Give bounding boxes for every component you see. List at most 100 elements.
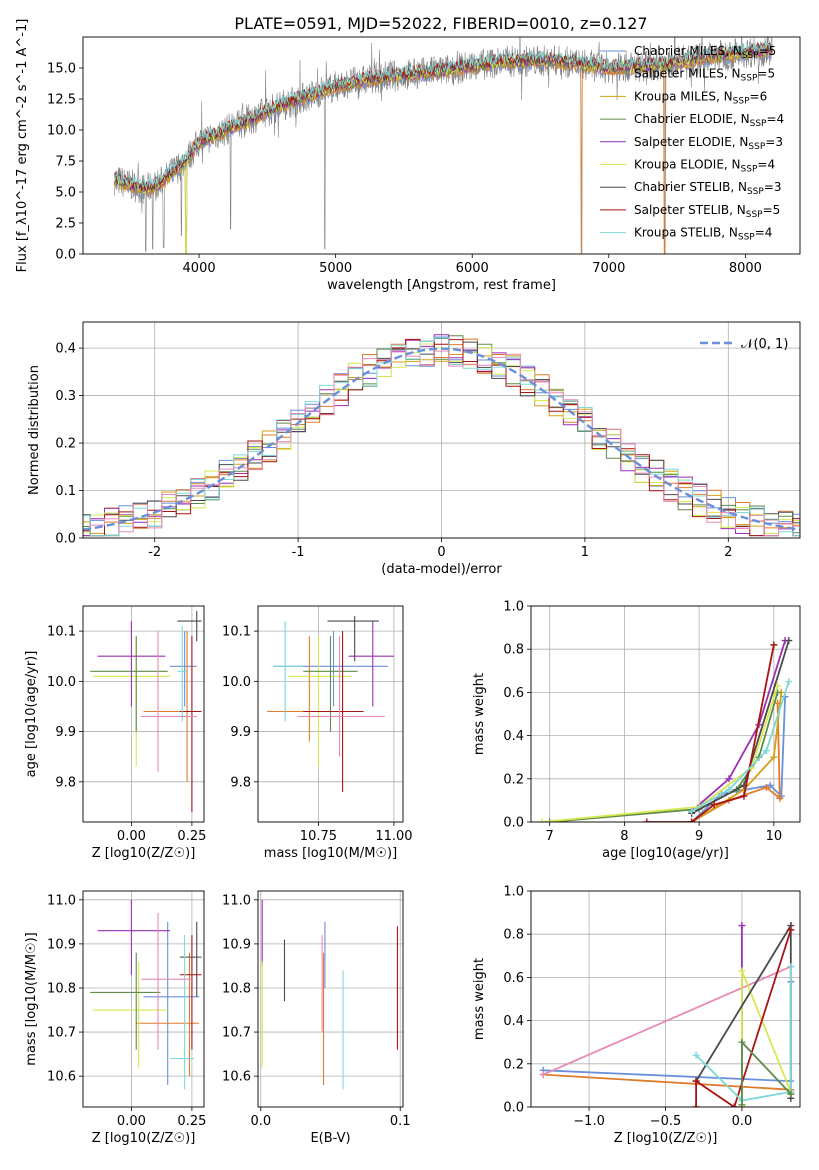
plus-marker	[738, 1101, 746, 1107]
massweight-line-salpeter-miles	[543, 1073, 792, 1094]
plus-marker	[692, 1103, 700, 1107]
massweight-line-kroupa-stelib	[691, 681, 790, 812]
y-axis-label: mass [log10(M/M☉)]	[24, 932, 39, 1065]
y-axis-label: age [log10(age/yr)]	[24, 651, 39, 778]
histogram-pink	[83, 350, 800, 537]
plus-marker	[740, 792, 748, 800]
x-tick-label: -2	[148, 545, 161, 560]
axes-frame	[530, 605, 801, 823]
plus-marker	[762, 783, 770, 791]
errorbar-point	[179, 921, 202, 997]
y-tick-label: 10.1	[47, 625, 76, 640]
y-tick-label: 12.5	[47, 93, 76, 108]
plus-marker	[539, 1071, 547, 1079]
model-line-salpeter-stelib	[114, 42, 773, 191]
figure-title: PLATE=0591, MJD=52022, FIBERID=0010, z=0…	[234, 14, 647, 33]
x-tick-label: 2	[724, 545, 732, 560]
axes-frame	[257, 605, 404, 823]
y-tick-label: 1.0	[503, 600, 524, 615]
plus-marker	[692, 1051, 700, 1059]
y-tick-label: 0.1	[55, 484, 76, 499]
y-tick-label: 0.4	[55, 342, 76, 357]
histogram-salpeter-miles	[83, 338, 800, 537]
plus-marker	[787, 926, 795, 934]
legend-entry: Salpeter ELODIE, NSSP=3	[634, 135, 783, 152]
y-tick-label: 10.6	[222, 1070, 251, 1085]
y-tick-label: 0.3	[55, 389, 76, 404]
errorbar-point	[327, 616, 379, 662]
plus-marker	[725, 786, 733, 794]
massweight-vs-age-panel: 7 8 9 10 0.0 0.2 0.4 0.6 0.8 1.0 age [log10(age/yr…	[472, 600, 801, 861]
y-tick-label: 10.0	[222, 675, 251, 690]
x-axis-label: age [log10(age/yr)]	[602, 846, 729, 861]
massweight-line-chabrier-elodie	[549, 692, 779, 822]
x-tick-label: 9	[695, 829, 703, 844]
errorbar-point	[143, 921, 200, 1085]
y-tick-label: 0.6	[503, 686, 524, 701]
y-axis-label: Flux [f_λ10^-17 erg cm^-2 s^-1 A^-1]	[15, 19, 30, 273]
y-tick-label: 0.6	[503, 971, 524, 986]
y-tick-label: 10.9	[47, 937, 76, 952]
age-vs-mass-panel: 10.75 11.00 9.8 9.9 10.0 10.1 mass [log10(M/M☉…	[222, 605, 413, 861]
x-tick-label: 10.75	[300, 829, 337, 844]
plus-marker	[787, 963, 795, 971]
massweight-line-salpeter-elodie	[691, 640, 786, 812]
errorbar-point	[177, 626, 188, 722]
errorbar-point	[143, 631, 200, 782]
y-tick-label: 15.0	[47, 62, 76, 77]
massweight-line-salpeter-stelib	[695, 929, 792, 1107]
x-axis-label: wavelength [Angstrom, rest frame]	[327, 278, 556, 293]
errorbar-point	[170, 631, 197, 707]
x-tick-label: 8	[620, 829, 628, 844]
x-axis-label: mass [log10(M/M☉)]	[264, 846, 397, 861]
axes-frame	[82, 605, 205, 823]
x-tick-label: −1.0	[573, 1114, 605, 1129]
legend-entry: Kroupa ELODIE, NSSP=4	[634, 158, 775, 175]
y-tick-label: 11.0	[222, 893, 251, 908]
x-axis-label: Z [log10(Z/Z☉)]	[92, 846, 196, 861]
errorbar-point	[92, 961, 168, 1068]
y-tick-label: 10.7	[222, 1026, 251, 1041]
errorbar-point	[97, 899, 171, 975]
y-axis-label: Normed distribution	[27, 365, 42, 495]
x-axis-label: E(B-V)	[310, 1131, 350, 1146]
plus-marker	[785, 678, 793, 686]
legend-entry: Chabrier STELIB, NSSP=3	[634, 180, 782, 197]
y-tick-label: 0.4	[503, 1014, 524, 1029]
y-tick-label: 0.2	[55, 437, 76, 452]
plus-marker	[770, 753, 778, 761]
spectrum-panel: 4000 5000 6000 7000 8000 0.0 2.5 5.0 7.5 10.0 12.5…	[15, 19, 801, 293]
y-tick-label: 9.9	[55, 725, 76, 740]
y-tick-label: 5.0	[55, 186, 76, 201]
plus-marker	[787, 1090, 795, 1098]
y-tick-label: 7.5	[55, 155, 76, 170]
plus-marker	[766, 781, 774, 789]
y-tick-label: 10.7	[47, 1026, 76, 1041]
legend-entry: Salpeter STELIB, NSSP=5	[634, 203, 780, 220]
x-tick-label: 11.00	[375, 829, 412, 844]
massweight-line-chabrier-miles	[543, 981, 792, 1083]
massweight-vs-metallicity-panel: −1.0 −0.5 0.0 0.0 0.2 0.4 0.6 0.8 1.0 Z [log10(Z/…	[472, 885, 801, 1146]
x-axis-label: Z [log10(Z/Z☉)]	[92, 1131, 196, 1146]
y-tick-label: 1.0	[503, 885, 524, 900]
plus-marker	[546, 818, 554, 822]
errorbar-point	[267, 636, 340, 742]
plus-marker	[785, 637, 793, 645]
plus-marker	[710, 801, 718, 809]
plus-marker	[776, 794, 784, 802]
massweight-line-kroupa-miles	[691, 692, 783, 822]
legend-entry: Salpeter MILES, NSSP=5	[634, 67, 775, 84]
x-tick-label: 4000	[183, 261, 216, 276]
x-tick-label: 7	[546, 829, 554, 844]
y-tick-label: 0.2	[503, 1057, 524, 1072]
x-tick-label: 0.25	[177, 1114, 206, 1129]
y-tick-label: 10.1	[222, 625, 251, 640]
errorbar-point	[179, 935, 202, 1050]
axes-frame	[82, 36, 801, 255]
errorbar-point	[136, 952, 200, 1077]
plus-marker	[692, 1077, 700, 1085]
x-axis-label: Z [log10(Z/Z☉)]	[614, 1131, 718, 1146]
age-vs-metallicity-panel: 0.00 0.25 9.8 9.9 10.0 10.1 Z [log10(Z/Z☉)] age…	[24, 605, 206, 861]
y-tick-label: 0.0	[503, 816, 524, 831]
legend-entry: Chabrier MILES, NSSP=5	[634, 44, 776, 61]
